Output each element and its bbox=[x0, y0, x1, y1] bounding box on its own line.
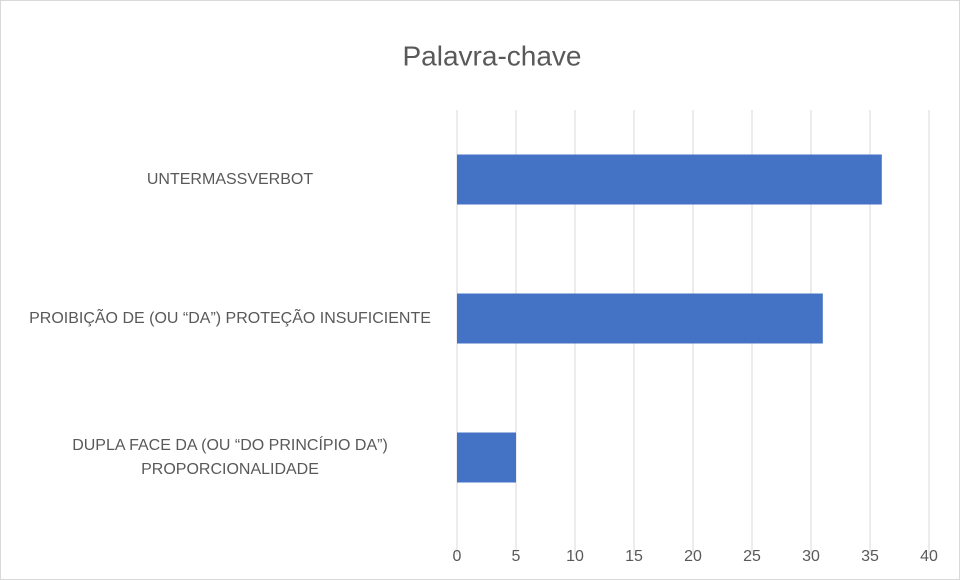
x-tick-label: 5 bbox=[512, 548, 521, 565]
x-tick-label: 40 bbox=[920, 548, 938, 565]
bar bbox=[457, 293, 823, 344]
x-tick-label: 30 bbox=[802, 548, 820, 565]
bar bbox=[457, 432, 516, 483]
bar bbox=[457, 154, 882, 205]
y-tick-label: DUPLA FACE DA (OU “DO PRINCÍPIO DA”) PRO… bbox=[72, 436, 388, 478]
chart-title: Palavra-chave bbox=[403, 40, 582, 71]
y-tick-label: PROIBIÇÃO DE (OU “DA”) PROTEÇÃO INSUFICI… bbox=[29, 309, 431, 327]
x-tick-label: 0 bbox=[453, 548, 462, 565]
x-tick-label: 10 bbox=[566, 548, 584, 565]
y-tick-label: UNTERMASSVERBOT bbox=[146, 170, 314, 188]
x-tick-label: 25 bbox=[743, 548, 761, 565]
x-tick-label: 15 bbox=[625, 548, 643, 565]
x-tick-label: 35 bbox=[861, 548, 879, 565]
x-tick-label: 20 bbox=[684, 548, 702, 565]
